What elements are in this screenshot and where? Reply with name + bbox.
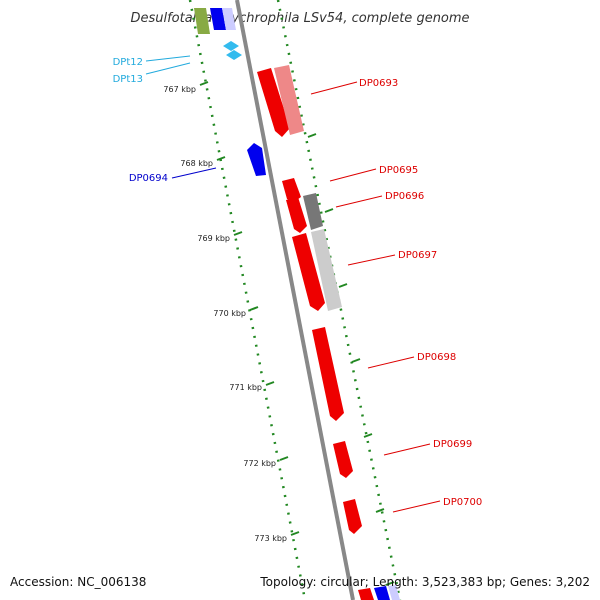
gene-label-dp0699[interactable]: DP0699 [433,439,472,450]
kbp-label: 769 kbp [197,234,230,243]
kbp-tick [249,306,259,311]
kbp-tick [199,81,209,86]
gene-labels: DPt12 DPt13 DP0693 DP0694 DP0695 DP0696 … [113,57,483,508]
gene-label-dp0698[interactable]: DP0698 [417,352,456,363]
partial-feature-blue-bottom [374,586,390,600]
right-track-ticks [307,133,395,586]
kbp-tick [216,156,226,161]
gene-label-dp0700[interactable]: DP0700 [443,497,482,508]
homolog-dp0697-shape[interactable] [311,229,342,311]
gene-label-dp0693[interactable]: DP0693 [359,78,398,89]
gene-dp0697-shape[interactable] [292,233,325,311]
gene-dp0693-shape[interactable] [257,68,290,137]
topology-text: Topology: circular; Length: 3,523,383 bp… [259,575,590,589]
gene-dp0699-shape[interactable] [333,441,353,478]
trna-dpt13-shape[interactable] [226,50,242,60]
homolog-dp0693-shape[interactable] [274,65,304,135]
partial-feature-red-bottom [358,588,374,600]
kbp-tick [233,231,243,236]
gene-dp0694-shape[interactable] [247,143,266,176]
kbp-label: 773 kbp [254,534,287,543]
kbp-label: 767 kbp [163,85,196,94]
gene-dp0698-shape[interactable] [312,327,344,421]
kbp-label: 768 kbp [180,159,213,168]
kbp-tick [290,531,300,536]
partial-feature-lavender [222,8,236,30]
gene-label-dpt12[interactable]: DPt12 [113,57,143,68]
genome-backbone [235,0,355,600]
gene-label-dp0696[interactable]: DP0696 [385,191,424,202]
kbp-label: 770 kbp [213,309,246,318]
kbp-label: 771 kbp [229,383,262,392]
gene-label-dpt13[interactable]: DPt13 [113,74,143,85]
gene-dp0696-shape[interactable] [286,197,307,233]
gene-label-dp0695[interactable]: DP0695 [379,165,418,176]
partial-feature-olive [194,8,210,34]
gene-label-dp0694[interactable]: DP0694 [129,173,168,184]
homolog-dp0696-shape[interactable] [303,193,323,230]
kbp-tick [279,456,289,461]
gene-label-leaders [145,55,441,513]
gene-shapes [247,65,362,534]
partial-feature-lavender-bottom [388,585,400,600]
kbp-scale: 767 kbp 768 kbp 769 kbp 770 kbp 771 kbp … [163,81,300,543]
kbp-label: 772 kbp [243,459,276,468]
gene-label-dp0697[interactable]: DP0697 [398,250,437,261]
trna-dpt12-shape[interactable] [223,41,239,51]
top-partial-features [194,8,242,60]
gene-dp0695-shape[interactable] [282,178,301,202]
accession-text: Accession: NC_006138 [10,575,146,589]
bottom-partial-features [358,585,400,600]
genome-title: Desulfotalea psychrophila LSv54, complet… [130,11,469,26]
partial-feature-blue [210,8,226,30]
gene-dp0700-shape[interactable] [343,499,362,534]
kbp-tick [265,381,275,386]
